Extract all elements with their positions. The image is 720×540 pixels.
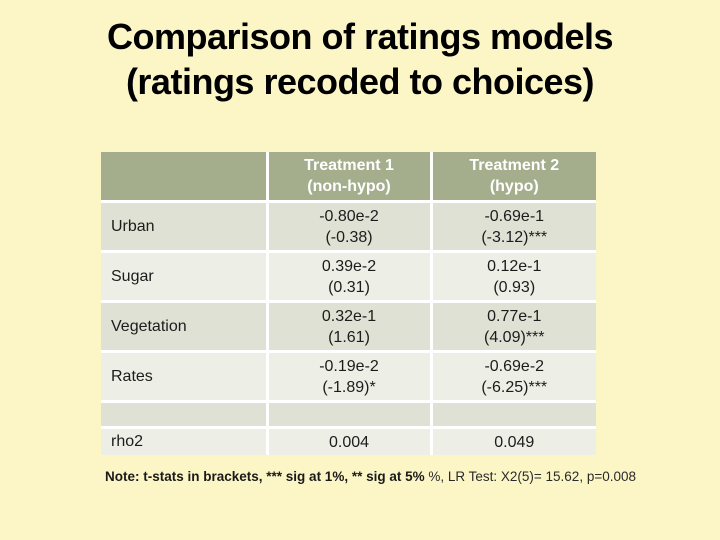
row-label-urban: Urban bbox=[101, 201, 269, 253]
cell-urban-t2-coef: -0.69e-1 bbox=[484, 207, 545, 225]
cell-sugar-t2: 0.12e-1 (0.93) bbox=[431, 251, 596, 303]
cell-vegetation-t2-coef: 0.77e-1 bbox=[487, 307, 542, 325]
cell-vegetation-t1-tstat: (1.61) bbox=[328, 328, 370, 346]
title-line-1: Comparison of ratings models bbox=[106, 16, 614, 57]
cell-rho2-t1: 0.004 bbox=[267, 427, 433, 455]
table-row-urban: Urban -0.80e-2 (-0.38) -0.69e-1 (-3.12)*… bbox=[101, 201, 596, 253]
cell-urban-t2-tstat: (-3.12)*** bbox=[481, 228, 548, 246]
cell-urban-t1: -0.80e-2 (-0.38) bbox=[267, 201, 433, 253]
table-row-rates: Rates -0.19e-2 (-1.89)* -0.69e-2 (-6.25)… bbox=[101, 351, 596, 403]
cell-rates-t1-tstat: (-1.89)* bbox=[322, 378, 376, 396]
cell-sugar-t2-tstat: (0.93) bbox=[493, 278, 536, 296]
cell-vegetation-t2: 0.77e-1 (4.09)*** bbox=[431, 301, 596, 353]
cell-urban-t1-tstat: (-0.38) bbox=[325, 228, 373, 246]
cell-sugar-t2-coef: 0.12e-1 bbox=[487, 257, 542, 275]
cell-vegetation-t2-tstat: (4.09)*** bbox=[484, 328, 545, 346]
cell-rates-t1-coef: -0.19e-2 bbox=[319, 357, 379, 375]
header-treatment-2: Treatment 2 (hypo) bbox=[431, 152, 596, 203]
table-row-sugar: Sugar 0.39e-2 (0.31) 0.12e-1 (0.93) bbox=[101, 251, 596, 303]
table-row-vegetation: Vegetation 0.32e-1 (1.61) 0.77e-1 (4.09)… bbox=[101, 301, 596, 353]
cell-rates-t2: -0.69e-2 (-6.25)*** bbox=[431, 351, 596, 403]
slide-title: Comparison of ratings models (ratings re… bbox=[0, 14, 720, 104]
spacer-cell-t1 bbox=[267, 401, 433, 429]
cell-urban-t2: -0.69e-1 (-3.12)*** bbox=[431, 201, 596, 253]
table-row-rho2: rho2 0.004 0.049 bbox=[101, 427, 596, 455]
header-empty-cell bbox=[101, 152, 269, 203]
footnote-bold-text: Note: t-stats in brackets, *** sig at 1%… bbox=[105, 469, 425, 484]
cell-rho2-t2: 0.049 bbox=[431, 427, 596, 455]
cell-vegetation-t1-coef: 0.32e-1 bbox=[321, 307, 377, 325]
row-label-vegetation: Vegetation bbox=[101, 301, 269, 353]
cell-rates-t2-tstat: (-6.25)*** bbox=[481, 378, 548, 396]
spacer-cell-t2 bbox=[431, 401, 596, 429]
spacer-cell-label bbox=[101, 401, 269, 429]
cell-rates-t2-coef: -0.69e-2 bbox=[484, 357, 545, 375]
footnote-regular-text: %, LR Test: X2(5)= 15.62, p=0.008 bbox=[424, 469, 636, 484]
row-label-sugar: Sugar bbox=[101, 251, 269, 303]
cell-sugar-t1: 0.39e-2 (0.31) bbox=[267, 251, 433, 303]
cell-vegetation-t1: 0.32e-1 (1.61) bbox=[267, 301, 433, 353]
results-table: Treatment 1 (non-hypo) Treatment 2 (hypo… bbox=[101, 152, 596, 455]
header-treatment-1-line1: Treatment 1 bbox=[304, 157, 394, 174]
header-treatment-1: Treatment 1 (non-hypo) bbox=[267, 152, 433, 203]
header-treatment-2-line1: Treatment 2 bbox=[469, 157, 560, 174]
cell-sugar-t1-tstat: (0.31) bbox=[328, 278, 370, 296]
table-header-row: Treatment 1 (non-hypo) Treatment 2 (hypo… bbox=[101, 152, 596, 203]
title-line-2: (ratings recoded to choices) bbox=[125, 61, 595, 102]
cell-sugar-t1-coef: 0.39e-2 bbox=[321, 257, 377, 275]
row-label-rates: Rates bbox=[101, 351, 269, 403]
cell-urban-t1-coef: -0.80e-2 bbox=[319, 207, 379, 225]
cell-rates-t1: -0.19e-2 (-1.89)* bbox=[267, 351, 433, 403]
table-row-spacer bbox=[101, 401, 596, 429]
header-treatment-2-line2: (hypo) bbox=[489, 178, 539, 195]
footnote: Note: t-stats in brackets, *** sig at 1%… bbox=[105, 469, 705, 484]
row-label-rho2: rho2 bbox=[101, 427, 269, 455]
header-treatment-1-line2: (non-hypo) bbox=[307, 178, 391, 195]
